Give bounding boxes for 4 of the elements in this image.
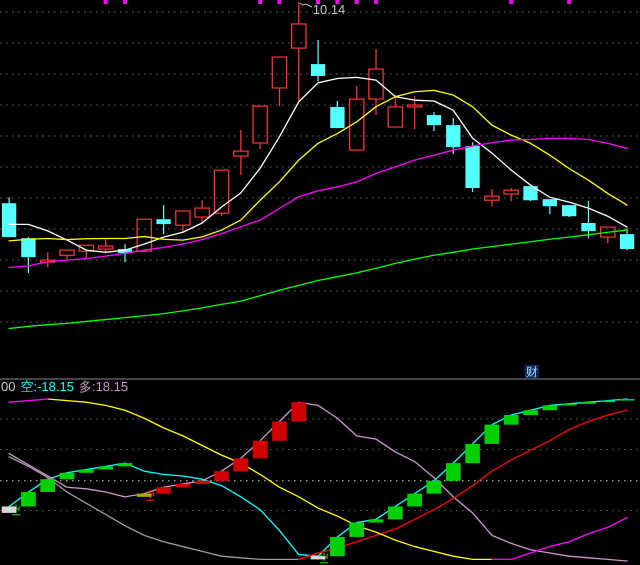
legend: 00 空:-18.15 多:18.15	[1, 379, 128, 394]
annotation: 10.14	[312, 2, 346, 17]
badge: 财	[524, 365, 539, 379]
annotation: 10.14	[299, 2, 346, 17]
